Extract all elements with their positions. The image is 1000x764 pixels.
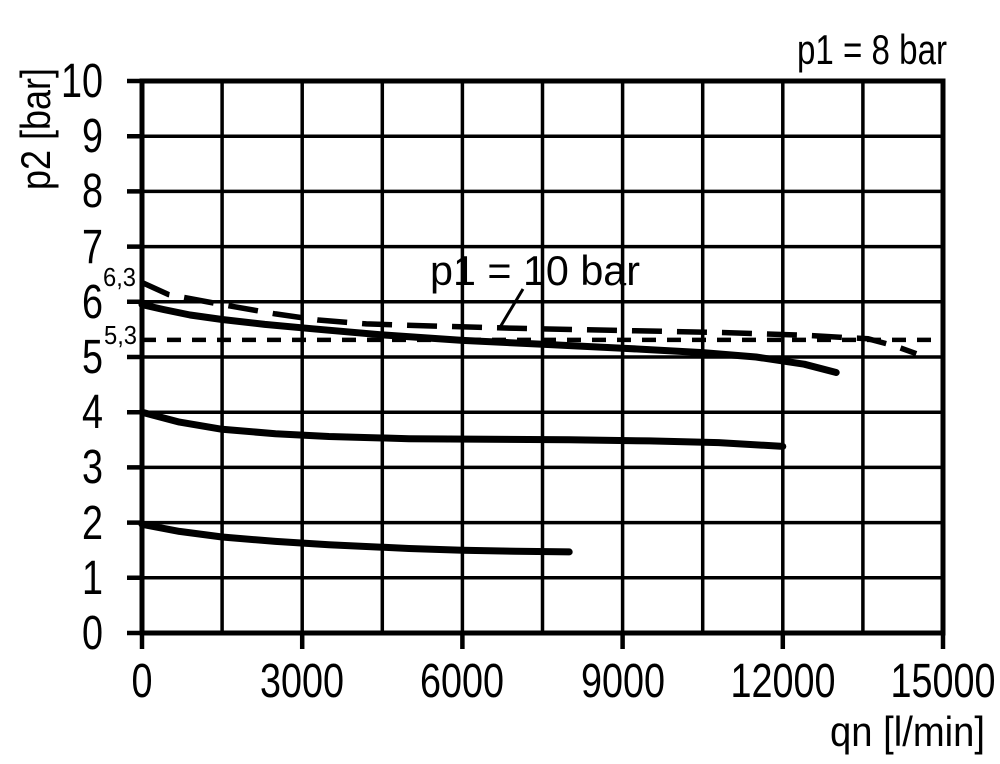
x-tick-label: 12000 xyxy=(731,655,836,708)
y-tick-label: 9 xyxy=(82,110,103,163)
axis-labels: p2 [bar] qn [l/min] p1 = 8 bar p1 = 10 b… xyxy=(12,26,985,755)
y-tick-label: 3 xyxy=(82,441,103,494)
y-tick-label: 7 xyxy=(82,221,103,274)
curves xyxy=(138,279,933,556)
grid xyxy=(139,78,946,636)
annotation-p1-8bar: p1 = 8 bar xyxy=(797,26,947,73)
annotation-leader-line xyxy=(497,288,525,330)
x-tick-label: 6000 xyxy=(420,655,504,708)
curve-setting-6bar xyxy=(138,301,840,376)
y-tick-label: 5 xyxy=(82,331,103,384)
y-tick-label: 6 xyxy=(82,276,103,329)
x-tick-label: 15000 xyxy=(891,655,996,708)
x-axis-title: qn [l/min] xyxy=(830,708,985,755)
y-tick-label: 0 xyxy=(82,607,103,660)
y-tick-label: 8 xyxy=(82,165,103,218)
x-tick-label: 0 xyxy=(132,655,153,708)
x-tick-label: 3000 xyxy=(260,655,344,708)
curve-setting-4bar xyxy=(138,408,787,450)
y-tick-label: 1 xyxy=(82,552,103,605)
curve-setting-2bar xyxy=(138,520,573,556)
y-tick-label: 2 xyxy=(82,497,103,550)
y-tick-label: 10 xyxy=(61,55,103,108)
y-axis-title: p2 [bar] xyxy=(12,68,59,190)
x-tick-label: 9000 xyxy=(581,655,665,708)
curve-p1-10bar-curve xyxy=(140,279,918,357)
ref-label-5-3: 5,3 xyxy=(104,320,137,350)
annotation-p1-10bar: p1 = 10 bar xyxy=(430,247,640,294)
y-tick-label: 4 xyxy=(82,386,103,439)
ref-label-6-3: 6,3 xyxy=(103,262,136,292)
